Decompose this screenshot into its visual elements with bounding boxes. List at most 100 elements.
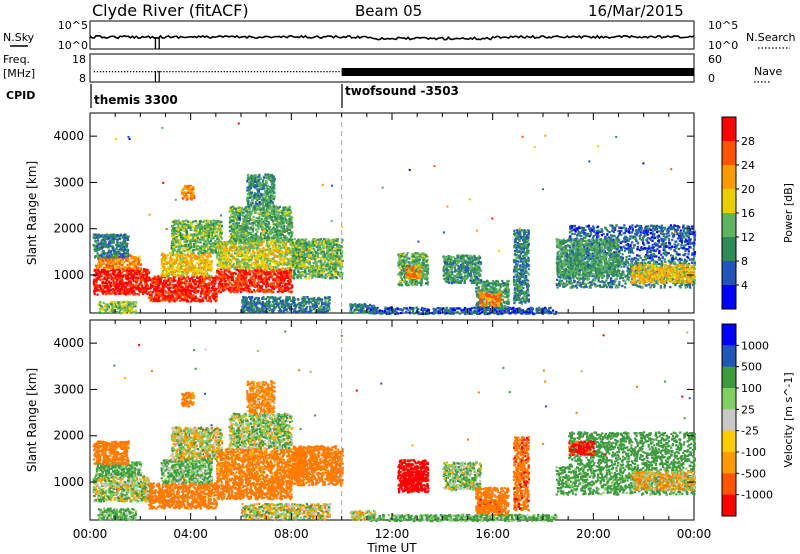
data-cell — [136, 287, 138, 289]
data-cell — [109, 282, 111, 284]
data-cell — [102, 290, 104, 292]
data-cell — [121, 285, 123, 287]
freq-point — [133, 71, 134, 72]
data-cell — [131, 285, 133, 287]
data-cell — [112, 265, 114, 267]
data-cell — [94, 247, 96, 249]
freq-point — [311, 71, 312, 72]
freq-point — [227, 71, 228, 72]
data-cell — [114, 267, 116, 269]
data-cell — [93, 244, 95, 246]
freq-point — [269, 71, 270, 72]
data-cell — [126, 254, 128, 256]
nave-bars — [155, 68, 694, 82]
data-cell — [106, 264, 108, 266]
data-cell — [101, 271, 103, 273]
data-cell — [131, 276, 133, 278]
data-cell — [117, 287, 119, 289]
noise-strip — [90, 21, 694, 49]
data-cell — [104, 271, 106, 273]
freq-point — [314, 71, 315, 72]
data-cell — [129, 282, 131, 284]
data-cell — [103, 252, 105, 254]
data-cell — [107, 271, 109, 273]
power-panel: 1000200030004000Slant Range [km]48121620… — [25, 113, 795, 315]
freq-point — [329, 71, 330, 72]
data-cell — [125, 245, 127, 247]
data-cell — [102, 259, 104, 261]
data-cell — [125, 260, 127, 262]
freq-point — [299, 71, 300, 72]
data-cell — [106, 272, 108, 274]
freq-point — [248, 71, 249, 72]
data-cell — [138, 256, 140, 258]
freq-point — [172, 71, 173, 72]
freq-point — [263, 71, 264, 72]
data-cell — [99, 279, 101, 281]
freq-point — [130, 71, 131, 72]
data-cell — [136, 273, 138, 275]
nave-label: Nave — [754, 65, 782, 78]
data-cell — [104, 287, 106, 289]
data-cell — [125, 275, 127, 277]
data-cell — [145, 291, 147, 293]
freq-point — [193, 71, 194, 72]
data-cell — [128, 236, 130, 238]
data-cell — [122, 262, 124, 264]
data-cell — [126, 252, 128, 254]
data-cell — [95, 250, 97, 252]
data-cell — [141, 278, 143, 280]
data-cell — [138, 293, 140, 295]
data-cell — [118, 276, 120, 278]
data-cell — [104, 234, 106, 236]
data-cell — [94, 270, 96, 272]
freq-point — [118, 71, 119, 72]
freq-point — [206, 71, 207, 72]
data-cell — [128, 264, 130, 266]
data-cell — [121, 288, 123, 290]
data-cell — [105, 276, 107, 278]
freq-point — [151, 71, 152, 72]
data-cell — [106, 283, 108, 285]
freq-point — [163, 71, 164, 72]
freq-point — [127, 71, 128, 72]
data-cell — [139, 267, 141, 269]
noise-line — [90, 36, 694, 40]
freq-point — [278, 71, 279, 72]
freq-point — [230, 71, 231, 72]
data-cell — [110, 285, 112, 287]
freq-point — [290, 71, 291, 72]
data-cell — [121, 271, 123, 273]
data-cell — [145, 285, 147, 287]
data-cell — [139, 290, 141, 292]
freq-point — [94, 71, 95, 72]
freq-point — [338, 71, 339, 72]
data-cell — [99, 272, 101, 274]
data-cell — [128, 270, 130, 272]
freq-point — [139, 71, 140, 72]
data-cell — [107, 256, 109, 258]
freq-point — [157, 71, 158, 72]
data-cell — [108, 290, 110, 292]
data-cell — [117, 272, 119, 274]
freq-point — [160, 71, 161, 72]
data-cell — [100, 265, 102, 267]
data-cell — [132, 287, 134, 289]
data-cell — [96, 234, 98, 236]
freq-label-1: Freq. — [3, 53, 30, 66]
data-cell — [114, 293, 116, 295]
data-cell — [106, 246, 108, 248]
cpid-segment-1: themis 3300 — [94, 93, 178, 107]
data-cell — [132, 280, 134, 282]
data-cell — [96, 277, 98, 279]
data-cell — [140, 272, 142, 274]
freq-point — [281, 71, 282, 72]
data-cell — [112, 261, 114, 263]
freq-point — [233, 71, 234, 72]
data-cell — [110, 267, 112, 269]
data-cell — [126, 243, 128, 245]
data-cell — [124, 292, 126, 294]
data-cell — [101, 247, 103, 249]
nsky-label: N.Sky — [3, 31, 35, 44]
data-cell — [144, 276, 146, 278]
